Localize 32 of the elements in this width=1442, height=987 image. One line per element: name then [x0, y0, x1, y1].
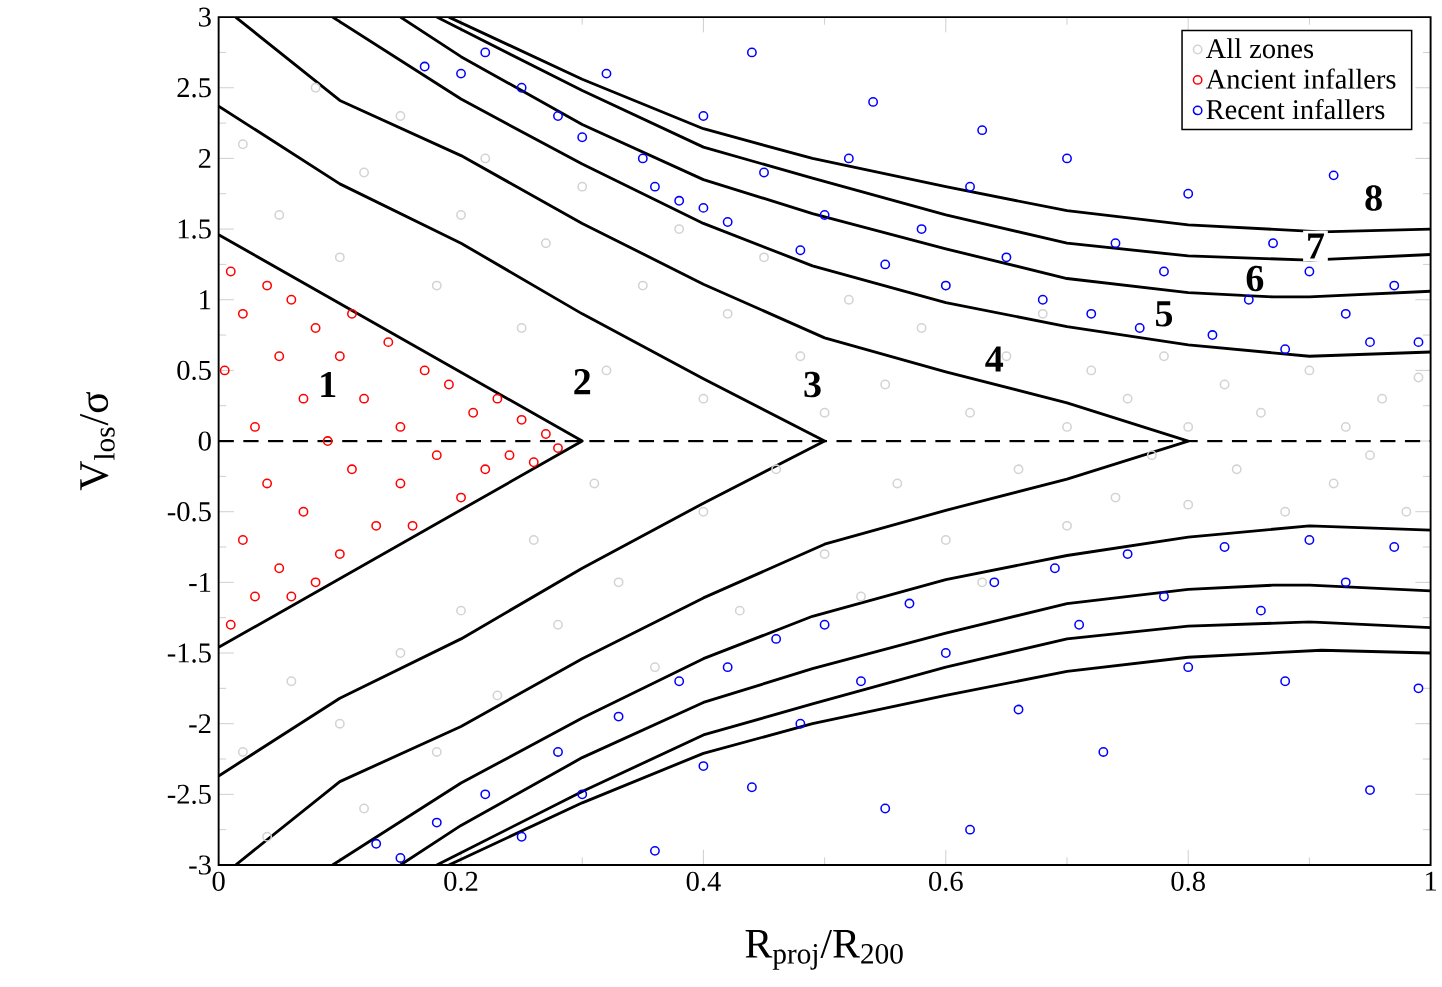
- annotation: 1: [321, 372, 336, 398]
- annotation: 7: [1308, 233, 1325, 259]
- x-axis-title: R$_{proj}$/R$_{200}$: [745, 930, 903, 970]
- y-tick-label: 0: [198, 431, 211, 451]
- y-tick-label: -0.5: [167, 502, 211, 522]
- y-tick-label: -3: [189, 855, 211, 875]
- legend-label: All zones: [1205, 38, 1314, 59]
- y-tick-label: 1.5: [178, 219, 211, 239]
- legend-label: Ancient infallers: [1205, 68, 1396, 89]
- annotation: 6: [1246, 265, 1264, 292]
- y-tick-label: -2.5: [167, 784, 211, 805]
- annotation: 4: [985, 346, 1004, 372]
- annotation: 5: [1155, 301, 1173, 327]
- annotation: 8: [1365, 185, 1382, 211]
- y-tick-label: -1: [189, 573, 211, 592]
- y-tick-label: 2: [198, 149, 211, 169]
- x-tick-label: 0.8: [1171, 871, 1205, 892]
- x-tick-label: 1: [1425, 871, 1437, 891]
- annotation: 3: [804, 371, 821, 398]
- y-axis-title: V$_{los}$/σ: [80, 392, 115, 491]
- y-tick-label: 2.5: [177, 78, 211, 98]
- x-tick-label: 0: [212, 871, 225, 892]
- x-tick-label: 0.2: [444, 871, 478, 892]
- y-tick-label: 3: [199, 7, 211, 27]
- x-tick-label: 0.4: [686, 871, 721, 892]
- annotation: 2: [574, 369, 591, 395]
- y-tick-label: -1.5: [167, 643, 211, 663]
- y-tick-label: 1: [200, 290, 211, 310]
- y-tick-label: 0.5: [177, 360, 211, 381]
- legend-label: Recent infallers: [1206, 99, 1385, 120]
- x-tick-label: 0.6: [929, 871, 963, 892]
- y-tick-label: -2: [189, 714, 211, 734]
